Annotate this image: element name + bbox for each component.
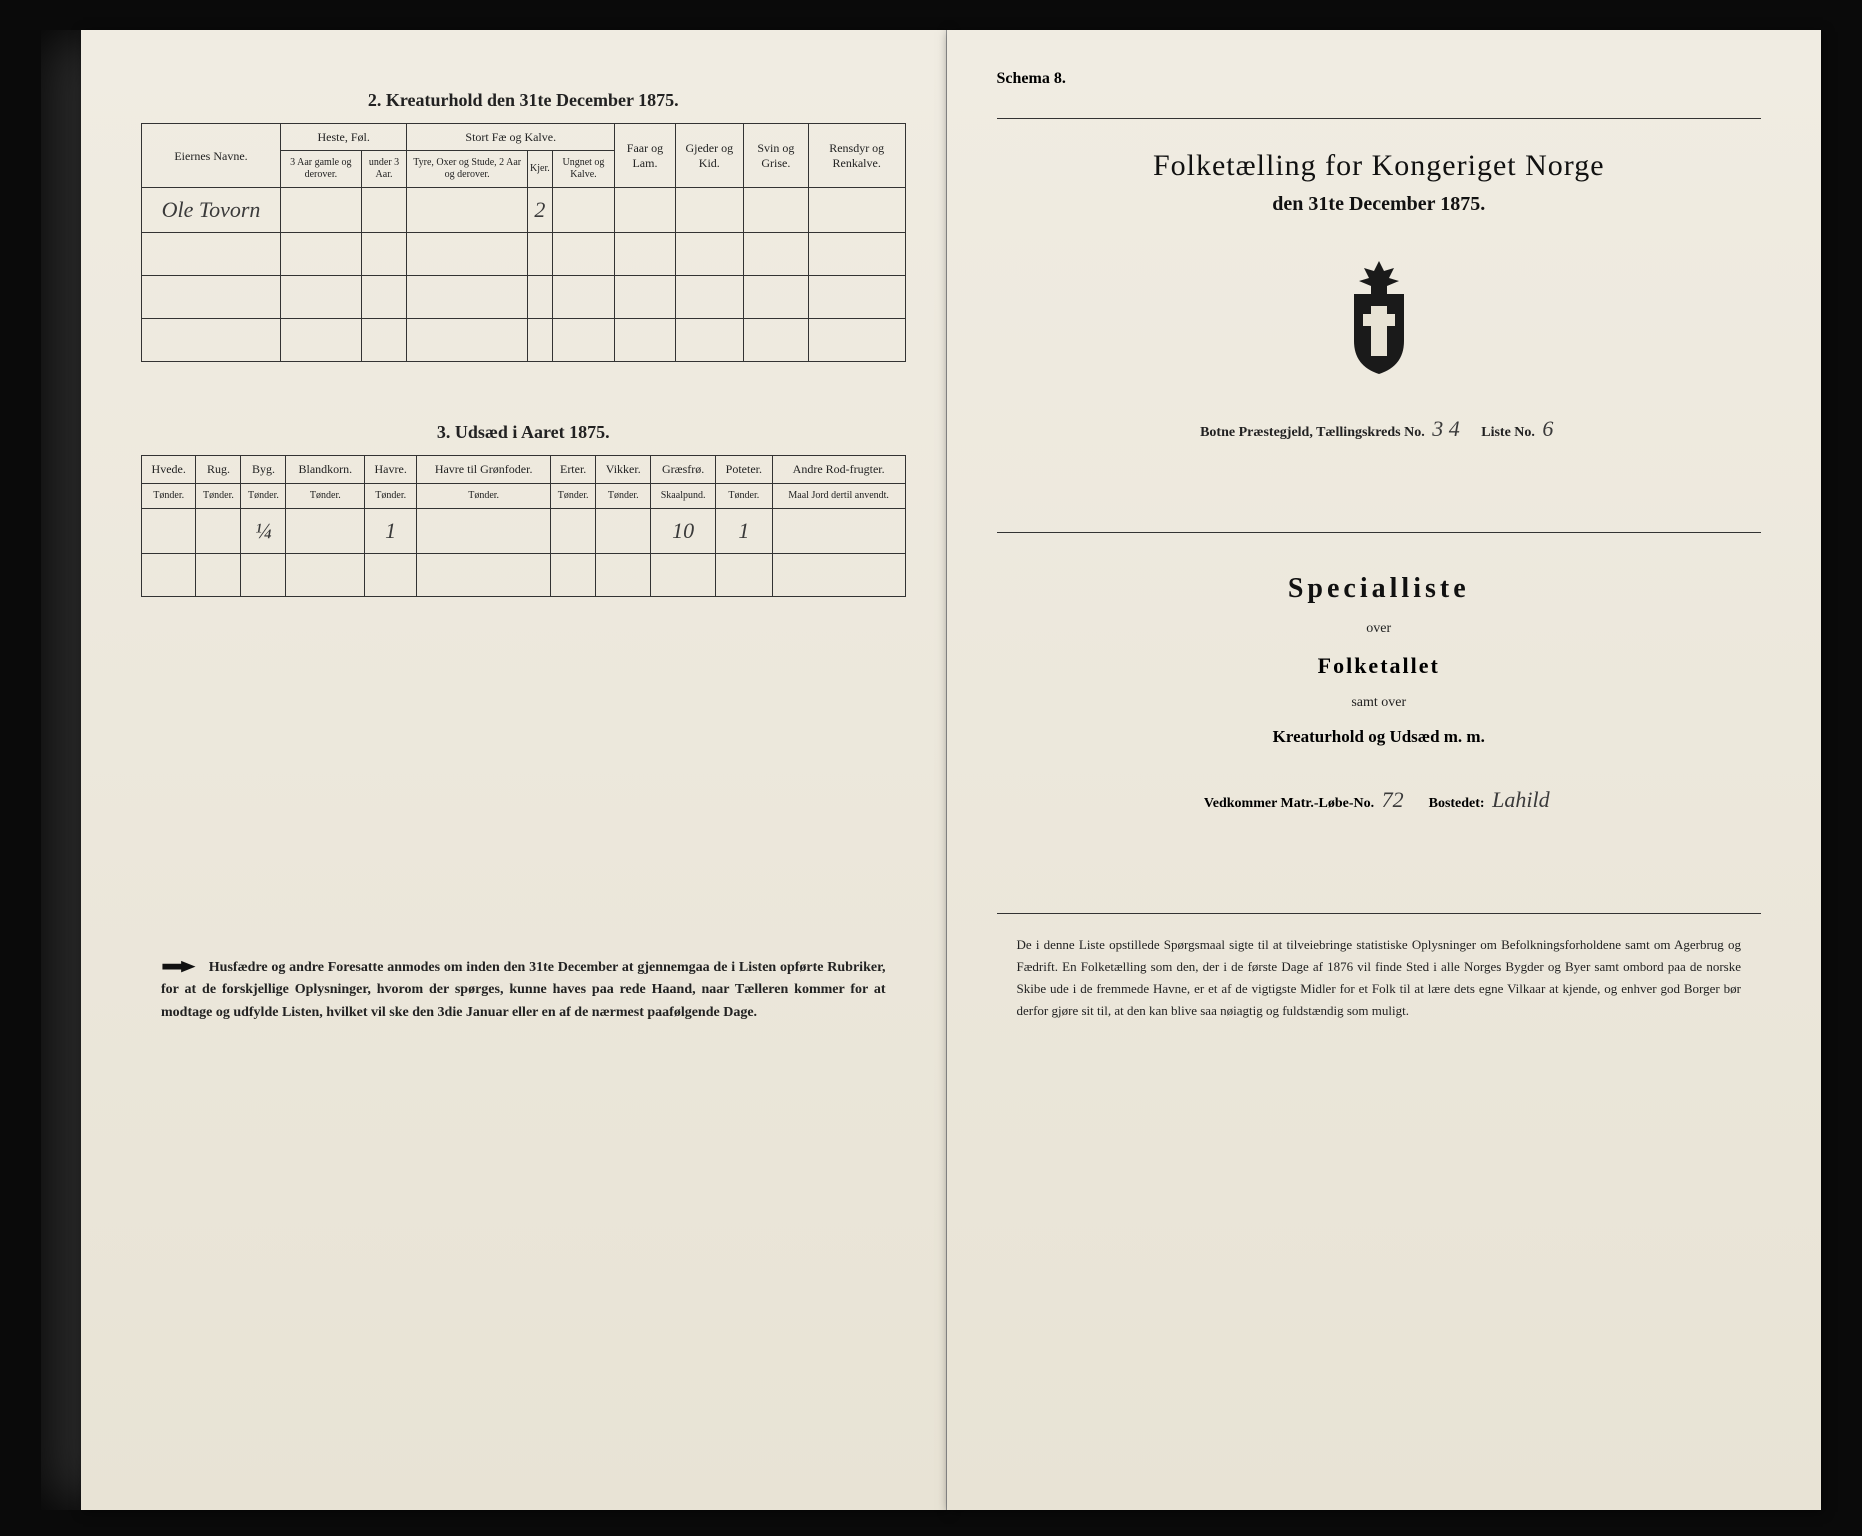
livestock-table: Eiernes Navne. Heste, Føl. Stort Fæ og K… — [141, 123, 906, 362]
kreds-no: 3 4 — [1428, 416, 1464, 441]
s-h9: Poteter. — [715, 456, 772, 483]
left-page: 2. Kreaturhold den 31te December 1875. E… — [81, 30, 947, 1510]
s-s4: Tønder. — [365, 483, 417, 508]
over1: over — [997, 621, 1762, 637]
cell-2 — [407, 188, 528, 233]
s-s7: Tønder. — [596, 483, 651, 508]
s-s6: Tønder. — [551, 483, 596, 508]
v1 — [196, 508, 241, 553]
sub-title: den 31te December 1875. — [997, 193, 1762, 216]
s-s0: Tønder. — [142, 483, 196, 508]
col-group-cattle: Stort Fæ og Kalve. — [407, 124, 615, 151]
s-h2: Byg. — [241, 456, 286, 483]
owner-header: Eiernes Navne. — [142, 124, 281, 188]
left-footer-note: Husfædre og andre Foresatte anmodes om i… — [141, 957, 906, 1024]
s-h1: Rug. — [196, 456, 241, 483]
s-h3: Blandkorn. — [286, 456, 365, 483]
v9: 1 — [715, 508, 772, 553]
col-sheep: Faar og Lam. — [615, 124, 676, 188]
s-s1: Tønder. — [196, 483, 241, 508]
district-line: Botne Præstegjeld, Tællingskreds No. 3 4… — [997, 416, 1762, 442]
s-h7: Vikker. — [596, 456, 651, 483]
owner-name: Ole Tovorn — [142, 188, 281, 233]
section2-title: 2. Kreaturhold den 31te December 1875. — [141, 90, 906, 111]
cell-1 — [361, 188, 407, 233]
cell-8 — [808, 188, 905, 233]
v10 — [772, 508, 905, 553]
cell-5 — [615, 188, 676, 233]
s-s3: Tønder. — [286, 483, 365, 508]
footer-text: Husfædre og andre Foresatte anmodes om i… — [161, 960, 886, 1020]
pointing-hand-icon — [161, 958, 197, 978]
section3-title: 3. Udsæd i Aaret 1875. — [141, 422, 906, 443]
document-spread: 2. Kreaturhold den 31te December 1875. E… — [41, 30, 1821, 1510]
s-s2: Tønder. — [241, 483, 286, 508]
cell-0 — [281, 188, 362, 233]
main-title: Folketælling for Kongeriget Norge — [997, 149, 1762, 183]
liste-label: Liste No. — [1481, 425, 1535, 440]
col-reindeer: Rensdyr og Renkalve. — [808, 124, 905, 188]
district-label: Præstegjeld, Tællingskreds No. — [1239, 425, 1425, 440]
sub-h3: Tyre, Oxer og Stude, 2 Aar og derover. — [407, 151, 528, 188]
cell-6 — [675, 188, 743, 233]
s-h10: Andre Rod-frugter. — [772, 456, 905, 483]
col-pigs: Svin og Grise. — [743, 124, 808, 188]
s-h0: Hvede. — [142, 456, 196, 483]
s-h5: Havre til Grønfoder. — [417, 456, 551, 483]
right-footer: De i denne Liste opstillede Spørgsmaal s… — [997, 913, 1762, 1022]
matr-line: Vedkommer Matr.-Løbe-No. 72 Bostedet: La… — [997, 787, 1762, 813]
matr-label: Vedkommer Matr.-Løbe-No. — [1204, 796, 1374, 811]
v5 — [417, 508, 551, 553]
kreaturhold-line: Kreaturhold og Udsæd m. m. — [997, 727, 1762, 747]
s-h4: Havre. — [365, 456, 417, 483]
district-prefix: Botne — [1200, 425, 1235, 440]
v4: 1 — [365, 508, 417, 553]
s-h6: Erter. — [551, 456, 596, 483]
folketallet: Folketallet — [997, 653, 1762, 679]
v8: 10 — [651, 508, 715, 553]
bosted-value: Lahild — [1488, 787, 1553, 812]
s-s9: Tønder. — [715, 483, 772, 508]
right-page: Schema 8. Folketælling for Kongeriget No… — [947, 30, 1822, 1510]
sub-h2: under 3 Aar. — [361, 151, 407, 188]
cell-7 — [743, 188, 808, 233]
v6 — [551, 508, 596, 553]
schema-label: Schema 8. — [997, 70, 1762, 88]
v0 — [142, 508, 196, 553]
cell-3: 2 — [528, 188, 553, 233]
col-group-horses: Heste, Føl. — [281, 124, 407, 151]
s-s8: Skaalpund. — [651, 483, 715, 508]
sub-h4: Kjer. — [528, 151, 553, 188]
seed-table: Hvede. Rug. Byg. Blandkorn. Havre. Havre… — [141, 455, 906, 596]
specialliste-title: Specialliste — [997, 573, 1762, 605]
s-h8: Græsfrø. — [651, 456, 715, 483]
sub-h5: Ungnet og Kalve. — [552, 151, 614, 188]
liste-no: 6 — [1538, 416, 1557, 441]
sub-h1: 3 Aar gamle og derover. — [281, 151, 362, 188]
v2: ¼ — [241, 508, 286, 553]
matr-no: 72 — [1378, 787, 1408, 812]
coat-of-arms-icon — [1329, 256, 1429, 376]
bosted-label: Bostedet: — [1429, 796, 1485, 811]
s-s10: Maal Jord dertil anvendt. — [772, 483, 905, 508]
cell-4 — [552, 188, 614, 233]
v7 — [596, 508, 651, 553]
v3 — [286, 508, 365, 553]
over2: samt over — [997, 695, 1762, 711]
s-s5: Tønder. — [417, 483, 551, 508]
col-goats: Gjeder og Kid. — [675, 124, 743, 188]
